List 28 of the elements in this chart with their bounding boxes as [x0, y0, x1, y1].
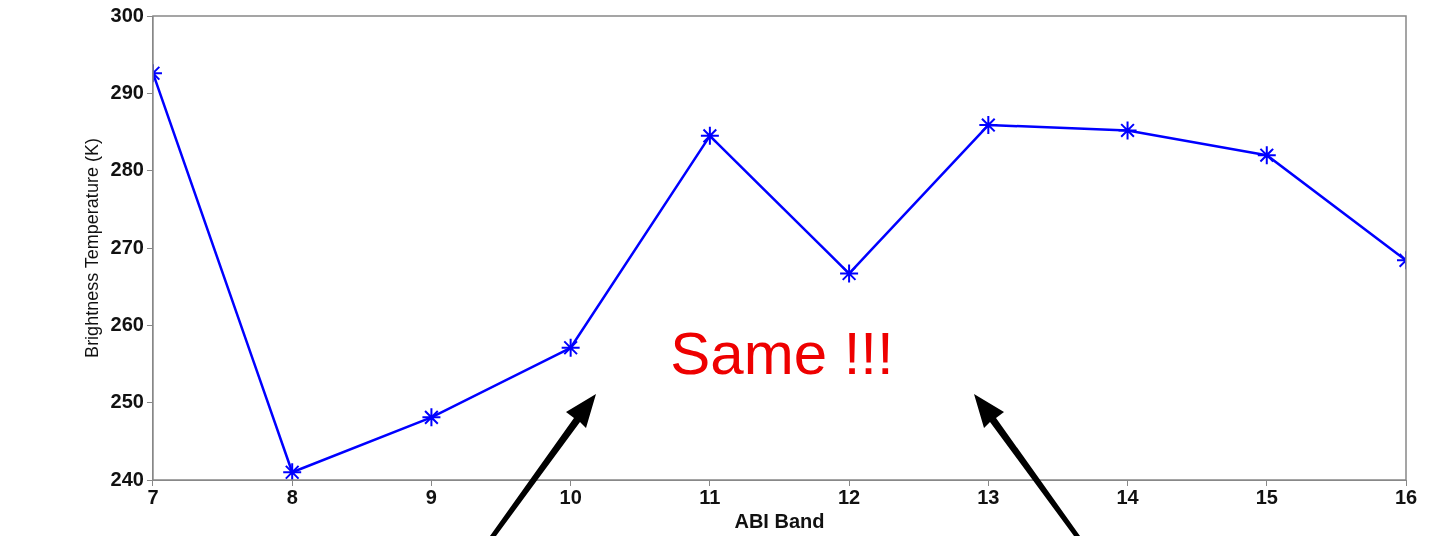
point	[978, 115, 999, 136]
point	[421, 407, 442, 428]
point	[839, 263, 860, 284]
annotation: Same !!!	[670, 319, 894, 387]
x-tick-label: 16	[1394, 485, 1418, 508]
y-tick-label: 250	[110, 390, 144, 413]
point	[699, 125, 720, 146]
x-tick-label: 11	[699, 485, 721, 508]
x-tick-label: 9	[425, 485, 437, 508]
x-tick-label: 10	[559, 485, 582, 508]
y-axis-title: Brightness Temperature (K)	[81, 138, 102, 358]
x-tick-label: 7	[147, 485, 159, 508]
x-tick-label: 15	[1255, 485, 1278, 508]
x-tick-label: 13	[977, 485, 1000, 508]
x-axis-title: ABI Band	[734, 509, 825, 532]
y-tick-label: 280	[110, 158, 144, 181]
x-tick-label: 8	[286, 485, 298, 508]
point	[282, 462, 303, 480]
y-tick-label: 270	[110, 235, 144, 258]
y-tick-label: 240	[110, 467, 144, 490]
point	[1117, 120, 1138, 141]
y-tick-label: 300	[110, 3, 144, 26]
point	[1256, 145, 1277, 166]
point	[560, 337, 581, 358]
y-tick-label: 260	[110, 312, 144, 335]
x-tick-label: 12	[837, 485, 861, 508]
x-tick-label: 14	[1116, 485, 1140, 508]
y-tick-label: 290	[110, 80, 144, 103]
